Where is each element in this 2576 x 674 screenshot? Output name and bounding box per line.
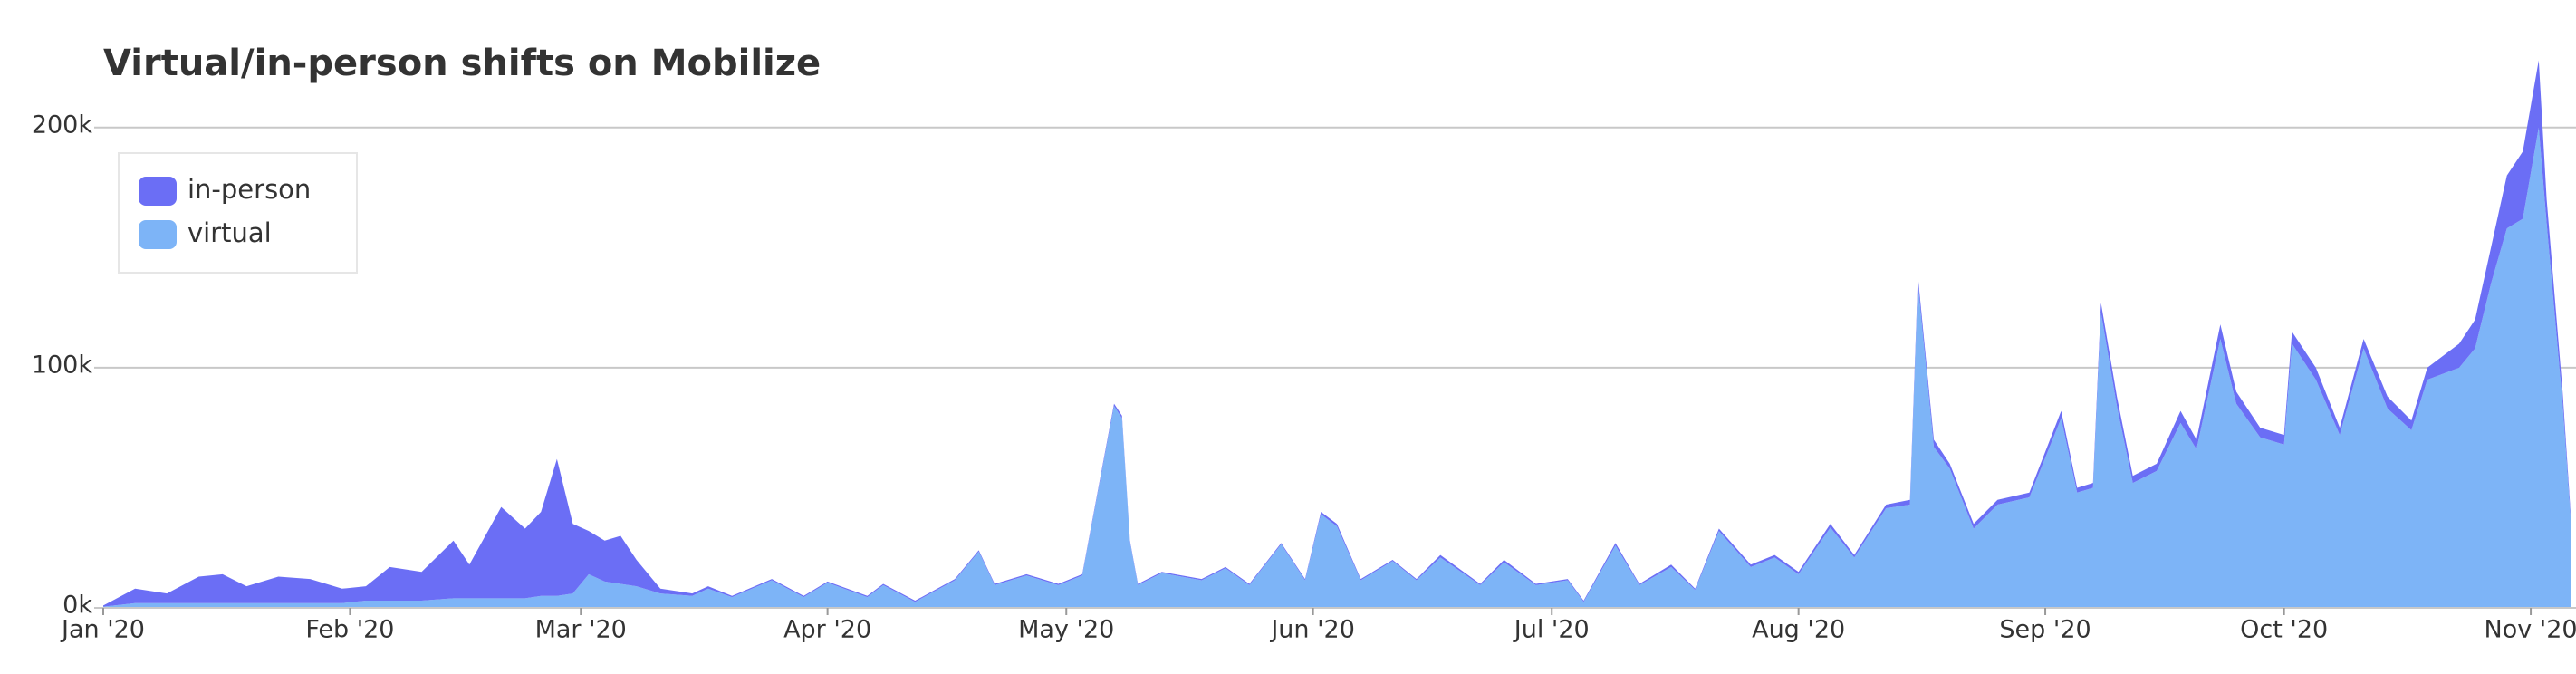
x-tick-label: Nov '20 [2485, 616, 2576, 644]
legend-swatch [139, 220, 177, 249]
x-tick-label: Jun '20 [1269, 616, 1355, 644]
legend-swatch [139, 177, 177, 206]
x-tick-label: Feb '20 [305, 616, 394, 644]
x-tick-label: Jan '20 [60, 616, 145, 644]
area [103, 127, 2571, 608]
y-tick-label: 0k [62, 592, 92, 620]
x-tick-label: Sep '20 [1999, 616, 2091, 644]
x-tick-label: Mar '20 [535, 616, 627, 644]
legend-label: in-person [187, 174, 311, 205]
legend-box [118, 152, 358, 274]
x-tick-label: Jul '20 [1513, 616, 1590, 644]
x-tick-label: Aug '20 [1752, 616, 1845, 644]
x-tick-label: Oct '20 [2240, 616, 2328, 644]
legend-label: virtual [187, 217, 272, 248]
y-tick-label: 100k [32, 351, 93, 379]
y-tick-label: 200k [32, 111, 93, 139]
x-tick-label: Apr '20 [783, 616, 871, 644]
chart-title: Virtual/in-person shifts on Mobilize [103, 43, 821, 84]
x-tick-label: May '20 [1018, 616, 1114, 644]
